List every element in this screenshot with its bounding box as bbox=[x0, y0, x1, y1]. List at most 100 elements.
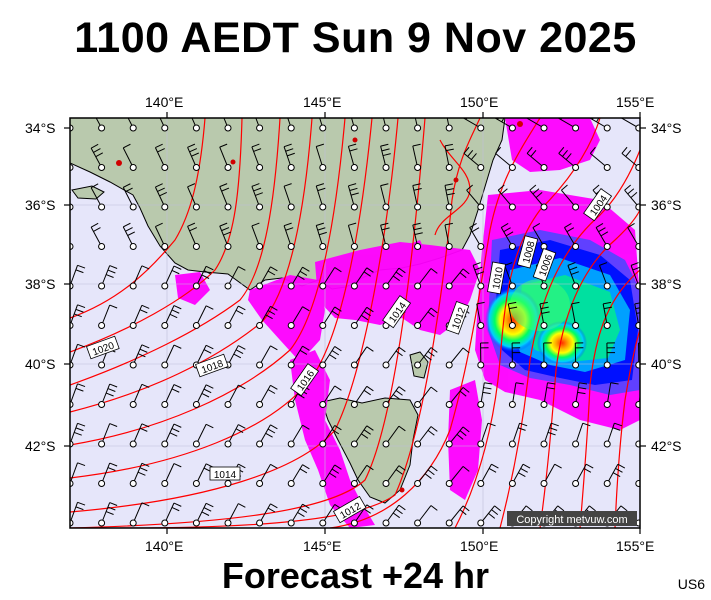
wind-barb bbox=[224, 345, 246, 369]
wind-barb bbox=[635, 480, 640, 487]
wind-barb bbox=[319, 385, 342, 408]
wind-barb bbox=[129, 502, 150, 527]
wind-barb bbox=[219, 143, 232, 171]
wind-barb bbox=[127, 118, 137, 132]
wind-barb bbox=[380, 183, 390, 211]
isobar-line bbox=[70, 118, 399, 513]
wind-barb bbox=[129, 462, 150, 487]
wind-barb bbox=[256, 424, 278, 448]
isobar-line bbox=[434, 139, 471, 236]
copyright-box bbox=[507, 511, 637, 526]
wind-barb bbox=[161, 502, 182, 527]
wind-barb bbox=[350, 306, 374, 329]
wind-barb bbox=[154, 143, 169, 171]
wind-barb bbox=[98, 383, 118, 408]
rain-heavy-cores bbox=[485, 279, 587, 365]
wind-barb bbox=[192, 265, 214, 290]
isobar-label: 1010 bbox=[487, 261, 506, 295]
isobar-line bbox=[329, 118, 541, 528]
wind-barb bbox=[380, 222, 390, 250]
wind-barb bbox=[621, 146, 640, 171]
wind-barb bbox=[412, 222, 423, 250]
wind-barb bbox=[414, 386, 438, 408]
wind-barb bbox=[599, 262, 611, 290]
isobar-line bbox=[70, 118, 346, 446]
wind-barb bbox=[382, 267, 406, 290]
wind-barb bbox=[414, 426, 438, 448]
wind-barb bbox=[98, 502, 118, 527]
wind-barb bbox=[219, 222, 232, 250]
wind-barb bbox=[283, 222, 295, 250]
wind-barb bbox=[251, 143, 264, 171]
wind-barb bbox=[287, 118, 295, 132]
wind-barb bbox=[540, 342, 552, 369]
wind-barb bbox=[445, 466, 470, 487]
wind-barb bbox=[540, 463, 562, 487]
wind-barb bbox=[635, 342, 640, 369]
lat-label-left: 38°S bbox=[25, 276, 56, 292]
wind-barb bbox=[350, 425, 374, 448]
wind-barb bbox=[466, 184, 485, 211]
wind-barb bbox=[476, 301, 485, 329]
wind-barb bbox=[472, 262, 485, 290]
lat-label-left: 36°S bbox=[25, 197, 56, 213]
wind-barbs bbox=[70, 118, 640, 527]
wind-barb bbox=[603, 382, 619, 408]
wind-barb bbox=[154, 183, 169, 211]
wind-barb bbox=[287, 424, 310, 448]
wind-barb bbox=[90, 222, 106, 250]
wind-barb bbox=[223, 118, 232, 132]
wind-barb bbox=[287, 306, 310, 329]
wind-barb bbox=[350, 118, 358, 132]
wind-barb bbox=[463, 146, 485, 171]
wind-barb bbox=[70, 264, 86, 290]
wind-barb bbox=[507, 301, 518, 329]
wind-barb bbox=[412, 143, 422, 171]
wind-barb bbox=[256, 345, 278, 369]
wind-barb bbox=[630, 262, 640, 290]
wind-barb bbox=[529, 184, 548, 211]
wind-barb bbox=[444, 183, 455, 211]
wind-barb bbox=[382, 386, 406, 408]
lon-label-bottom: 140°E bbox=[145, 538, 184, 554]
wind-barb bbox=[287, 345, 310, 369]
isobar-line bbox=[579, 269, 640, 528]
wind-barb bbox=[627, 223, 640, 250]
wind-barb bbox=[98, 304, 118, 329]
wind-barb bbox=[602, 301, 612, 329]
wind-barb bbox=[192, 423, 214, 448]
wind-barb bbox=[525, 118, 548, 132]
wind-barb bbox=[255, 118, 264, 132]
wind-barb bbox=[187, 183, 200, 211]
wind-barb bbox=[347, 222, 358, 250]
wind-barb bbox=[129, 265, 150, 290]
forecast-label: Forecast +24 hr bbox=[221, 555, 490, 596]
lat-label-right: 38°S bbox=[651, 276, 682, 292]
wind-barb bbox=[561, 184, 580, 211]
svg-text:1014: 1014 bbox=[214, 470, 237, 481]
isobar-line bbox=[539, 209, 640, 528]
wind-barb bbox=[129, 304, 150, 329]
lat-label-left: 34°S bbox=[25, 120, 56, 136]
lon-label-bottom: 150°E bbox=[460, 538, 499, 554]
tasmania bbox=[321, 397, 419, 504]
wind-barb bbox=[603, 463, 626, 487]
wind-barb bbox=[70, 462, 86, 487]
wind-barb bbox=[224, 266, 246, 290]
wind-barb bbox=[319, 267, 342, 290]
wind-barb bbox=[445, 505, 470, 527]
wind-barb bbox=[350, 464, 374, 487]
isobar-line bbox=[454, 118, 601, 528]
wind-barb bbox=[477, 505, 502, 527]
isobar-line bbox=[70, 118, 426, 528]
lat-label-left: 42°S bbox=[25, 438, 56, 454]
wind-barb bbox=[224, 503, 246, 527]
lon-label-top: 155°E bbox=[616, 94, 655, 110]
lat-label-right: 40°S bbox=[651, 356, 682, 372]
wind-barb bbox=[122, 183, 137, 211]
wind-barb bbox=[251, 183, 264, 211]
wind-barb bbox=[224, 424, 246, 448]
isobar-label: 1014 bbox=[209, 466, 241, 481]
lon-label-top: 140°E bbox=[145, 94, 184, 110]
